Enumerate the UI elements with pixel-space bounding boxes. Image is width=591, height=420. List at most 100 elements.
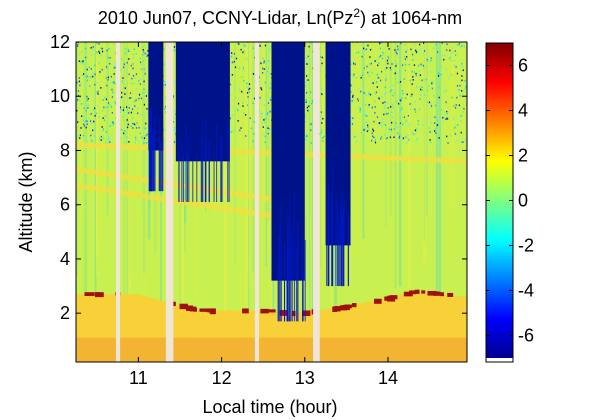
noise-speckle: [129, 97, 131, 99]
low-signal-streak: [182, 154, 184, 202]
noise-speckle: [242, 66, 244, 69]
noise-speckle: [428, 85, 430, 87]
noise-speckle: [174, 81, 176, 83]
noise-speckle: [456, 96, 458, 99]
noise-speckle: [430, 71, 432, 73]
noise-speckle: [121, 128, 123, 131]
noise-speckle: [365, 121, 367, 124]
noise-speckle: [352, 75, 354, 78]
noise-speckle: [376, 81, 378, 83]
noise-speckle: [243, 79, 245, 82]
noise-speckle: [123, 62, 125, 65]
low-signal-streak: [150, 135, 152, 192]
noise-speckle: [391, 89, 393, 91]
aerosol-top-mark: [409, 290, 417, 295]
noise-speckle: [399, 116, 401, 119]
noise-speckle: [390, 69, 392, 71]
x-tick-label: 12: [212, 368, 232, 388]
noise-speckle: [79, 96, 81, 99]
noise-speckle: [258, 76, 260, 79]
noise-speckle: [113, 92, 115, 95]
noise-speckle: [99, 71, 101, 73]
noise-speckle: [417, 120, 419, 123]
noise-speckle: [267, 132, 269, 135]
noise-speckle: [394, 77, 397, 80]
noise-speckle: [397, 82, 399, 84]
noise-speckle: [363, 92, 365, 94]
noise-speckle: [353, 73, 355, 76]
noise-speckle: [260, 87, 262, 89]
noise-speckle: [141, 113, 143, 116]
noise-speckle: [90, 54, 93, 57]
noise-speckle: [437, 86, 440, 88]
noise-speckle: [399, 122, 402, 124]
noise-speckle: [368, 74, 370, 77]
low-signal-streak: [289, 248, 291, 322]
noise-speckle: [89, 85, 91, 87]
noise-speckle: [305, 57, 307, 59]
noise-speckle: [231, 74, 233, 76]
noise-speckle: [113, 76, 115, 79]
low-signal-streak: [287, 219, 289, 322]
noise-speckle: [253, 121, 255, 124]
noise-speckle: [79, 137, 81, 139]
noise-speckle: [407, 134, 409, 137]
noise-speckle: [452, 118, 454, 120]
noise-speckle: [401, 107, 403, 110]
noise-speckle: [79, 134, 82, 137]
noise-speckle: [393, 136, 395, 139]
noise-speckle: [109, 62, 111, 65]
noise-speckle: [450, 73, 452, 76]
noise-speckle: [421, 89, 423, 91]
noise-speckle: [163, 63, 165, 66]
data-gap: [115, 42, 121, 362]
noise-speckle: [152, 40, 153, 42]
noise-speckle: [91, 122, 93, 125]
noise-speckle: [412, 75, 414, 78]
noise-speckle: [234, 66, 237, 69]
noise-speckle: [366, 115, 368, 117]
noise-speckle: [447, 111, 449, 113]
noise-speckle: [375, 93, 377, 96]
noise-speckle: [367, 105, 369, 108]
signal-streak: [311, 42, 314, 324]
noise-speckle: [387, 62, 389, 65]
low-signal-streak: [304, 240, 306, 322]
noise-speckle: [147, 44, 149, 47]
noise-speckle: [134, 105, 136, 107]
noise-speckle: [242, 102, 244, 104]
noise-speckle: [381, 70, 383, 73]
noise-speckle: [375, 58, 378, 61]
low-signal-streak: [278, 236, 280, 322]
noise-speckle: [388, 128, 390, 131]
noise-speckle: [415, 49, 417, 52]
noise-speckle: [142, 50, 145, 53]
noise-speckle: [76, 45, 79, 47]
noise-speckle: [85, 56, 87, 59]
noise-speckle: [374, 138, 377, 140]
noise-speckle: [403, 78, 405, 81]
noise-speckle: [97, 93, 99, 95]
low-signal-streak: [342, 208, 344, 287]
y-tick-label: 4: [60, 249, 70, 269]
chart-title: 2010 Jun07, CCNY-Lidar, Ln(Pz2) at 1064-…: [98, 6, 462, 28]
noise-speckle: [380, 135, 383, 138]
noise-speckle: [306, 106, 308, 109]
noise-speckle: [354, 63, 356, 66]
noise-speckle: [374, 141, 377, 144]
noise-speckle: [387, 102, 389, 104]
signal-streak: [239, 42, 243, 310]
noise-speckle: [459, 84, 461, 87]
noise-speckle: [305, 98, 307, 101]
noise-speckle: [434, 122, 436, 124]
noise-speckle: [446, 43, 448, 46]
noise-speckle: [267, 112, 269, 114]
noise-speckle: [320, 111, 323, 113]
signal-streak: [81, 42, 83, 222]
noise-speckle: [114, 64, 116, 67]
noise-speckle: [308, 105, 310, 108]
noise-speckle: [132, 63, 134, 65]
noise-speckle: [406, 141, 408, 144]
noise-speckle: [404, 63, 407, 66]
noise-speckle: [113, 43, 115, 45]
